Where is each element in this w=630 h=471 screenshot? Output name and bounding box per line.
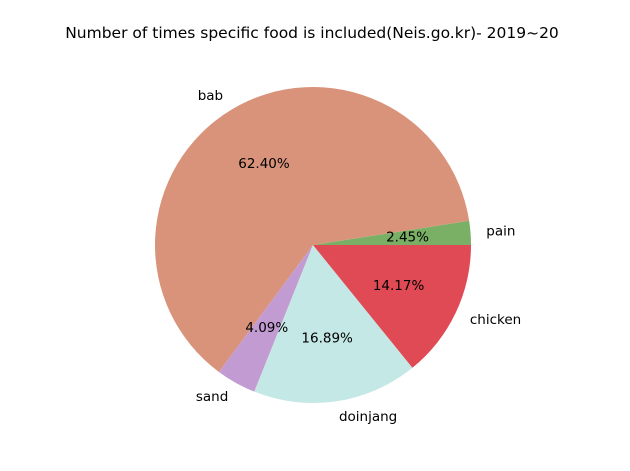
pie-slice-doinjang bbox=[254, 245, 413, 403]
slice-percent-pain: 2.45% bbox=[386, 230, 429, 246]
chart-title: Number of times specific food is include… bbox=[65, 24, 559, 42]
pie-slice-sand bbox=[218, 245, 313, 392]
slice-label-sand: sand bbox=[196, 389, 228, 405]
slice-percent-sand: 4.09% bbox=[245, 320, 288, 336]
slice-percent-chicken: 14.17% bbox=[373, 278, 425, 294]
slice-label-chicken: chicken bbox=[470, 312, 521, 328]
slice-percent-doinjang: 16.89% bbox=[301, 331, 353, 347]
slice-label-bab: bab bbox=[198, 88, 223, 104]
pie-slice-chicken bbox=[313, 245, 471, 368]
slice-label-pain: pain bbox=[486, 224, 515, 240]
pie-labels: pain 2.45% bab 62.40% sand 4.09% doinjang 16.89… bbox=[196, 88, 521, 425]
pie-slices bbox=[154, 86, 471, 403]
pie-slice-bab bbox=[154, 86, 470, 372]
slice-label-doinjang: doinjang bbox=[339, 409, 397, 425]
slice-percent-bab: 62.40% bbox=[238, 156, 290, 172]
pie-slice-pain bbox=[313, 220, 471, 245]
